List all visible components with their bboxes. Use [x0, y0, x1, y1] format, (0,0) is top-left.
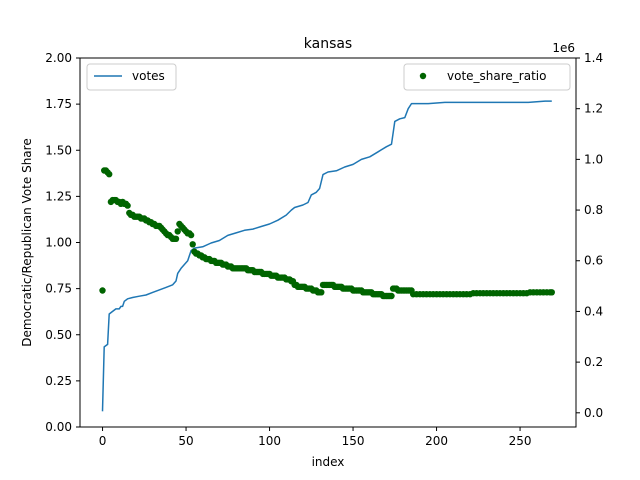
vote-share-ratio-point — [172, 235, 180, 242]
x-tick-label: 200 — [425, 434, 448, 448]
right-y-tick-label: 0.0 — [584, 406, 603, 420]
y-axis-label: Democratic/Republican Vote Share — [20, 138, 34, 346]
x-tick-label: 50 — [178, 434, 193, 448]
right-axis-multiplier: 1e6 — [552, 41, 575, 55]
left-y-tick-label: 1.50 — [45, 143, 72, 157]
right-y-axis: 0.0 0.2 0.4 0.6 0.8 1.0 1.2 1.4 — [576, 51, 603, 420]
left-y-tick-label: 1.25 — [45, 189, 72, 203]
legend-vote-share-ratio-frame — [403, 63, 571, 91]
vote-share-ratio-point — [174, 228, 181, 235]
x-tick-label: 100 — [258, 434, 281, 448]
chart-title: kansas — [304, 36, 352, 52]
x-tick-label: 0 — [99, 434, 107, 448]
vote-share-ratio-point — [318, 289, 325, 296]
votes-line — [101, 100, 552, 412]
left-y-tick-label: 2.00 — [45, 51, 72, 65]
vote-share-ratio-point — [187, 231, 195, 239]
legend-votes: votes — [86, 63, 177, 91]
left-y-tick-label: 0.50 — [45, 328, 72, 342]
vote-share-ratio-point — [548, 289, 555, 296]
vote-share-ratio-series — [99, 167, 555, 300]
vote-share-ratio-point — [99, 287, 106, 294]
x-tick-label: 150 — [342, 434, 365, 448]
plot-area — [79, 57, 577, 428]
plot-frame — [79, 57, 577, 428]
left-y-axis: 0.00 0.25 0.50 0.75 1.00 1.25 1.50 1.75 2.00 — [45, 51, 80, 434]
x-axis-label: index — [312, 455, 345, 469]
right-y-tick-label: 1.4 — [584, 51, 603, 65]
right-y-tick-label: 0.2 — [584, 355, 603, 369]
legend-vote-share-ratio: vote_share_ratio — [403, 63, 571, 91]
x-axis: 0 50 100 150 200 250 — [99, 427, 532, 448]
right-y-tick-label: 1.2 — [584, 102, 603, 116]
right-y-tick-label: 0.6 — [584, 254, 603, 268]
left-y-tick-label: 0.75 — [45, 282, 72, 296]
right-y-tick-label: 0.4 — [584, 304, 603, 318]
vote-share-ratio-point — [388, 292, 395, 300]
legend-votes-frame — [86, 63, 177, 91]
vote-share-ratio-point — [106, 171, 113, 178]
left-y-tick-label: 0.25 — [45, 374, 72, 388]
left-y-tick-label: 0.00 — [45, 420, 72, 434]
left-y-tick-label: 1.75 — [45, 97, 72, 111]
right-y-tick-label: 1.0 — [584, 152, 603, 166]
right-y-tick-label: 0.8 — [584, 203, 603, 217]
legend-vote-share-ratio-marker — [419, 72, 427, 80]
x-tick-label: 250 — [509, 434, 532, 448]
votes-series — [101, 100, 552, 412]
left-y-tick-label: 1.00 — [45, 236, 72, 250]
legend-votes-label: votes — [132, 69, 165, 83]
vote-share-ratio-point — [124, 202, 131, 209]
vote-share-ratio-point — [189, 241, 196, 248]
legend-vote-share-ratio-label: vote_share_ratio — [447, 69, 546, 83]
